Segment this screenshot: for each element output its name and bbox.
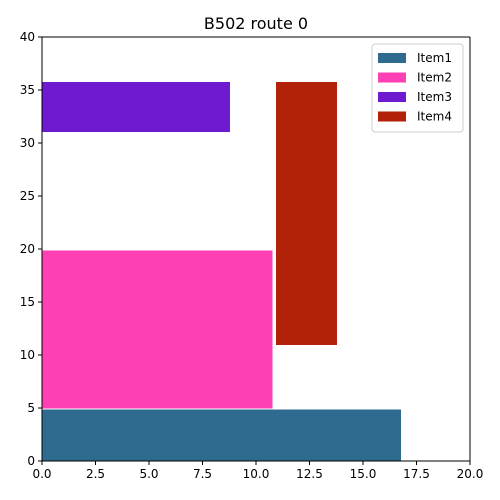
legend-label-item4: Item4 [417, 110, 452, 124]
legend-frame [371, 43, 464, 133]
y-tick-label: 40 [20, 30, 35, 44]
bar-item3 [41, 81, 231, 133]
x-tick-label: 17.5 [403, 467, 430, 481]
bar-item4 [274, 81, 338, 346]
y-tick-label: 15 [20, 295, 35, 309]
y-tick-label: 25 [20, 189, 35, 203]
legend-swatch-item2 [378, 72, 406, 83]
plot-area [41, 81, 403, 462]
y-tick-label: 5 [27, 401, 35, 415]
y-axis: 0 5 10 15 20 25 30 35 40 [20, 30, 471, 468]
legend-label-item2: Item2 [417, 71, 452, 85]
legend-swatch-item1 [378, 53, 406, 63]
x-tick-label: 5.0 [139, 467, 158, 481]
bar-item2 [41, 249, 274, 410]
y-tick-label: 10 [20, 348, 35, 362]
legend: Item1 Item2 Item3 Item4 [371, 43, 464, 133]
x-tick-label: 7.5 [193, 467, 212, 481]
x-tick-label: 2.5 [86, 467, 105, 481]
chart-title: B502 route 0 [204, 14, 308, 33]
x-axis: 0.0 2.5 5.0 7.5 10.0 12.5 15.0 17.5 20.0 [32, 36, 484, 481]
bar-item1 [41, 408, 403, 462]
x-tick-label: 20.0 [457, 467, 484, 481]
x-tick-label: 10.0 [243, 467, 270, 481]
y-tick-label: 20 [20, 242, 35, 256]
legend-label-item1: Item1 [417, 51, 452, 65]
y-tick-label: 0 [27, 454, 35, 468]
y-tick-label: 30 [20, 136, 35, 150]
x-tick-label: 15.0 [350, 467, 377, 481]
legend-swatch-item3 [378, 92, 406, 102]
x-tick-label: 12.5 [296, 467, 323, 481]
y-tick-label: 35 [20, 83, 35, 97]
legend-label-item3: Item3 [417, 90, 452, 104]
x-tick-label: 0.0 [32, 467, 51, 481]
legend-swatch-item4 [378, 111, 406, 122]
